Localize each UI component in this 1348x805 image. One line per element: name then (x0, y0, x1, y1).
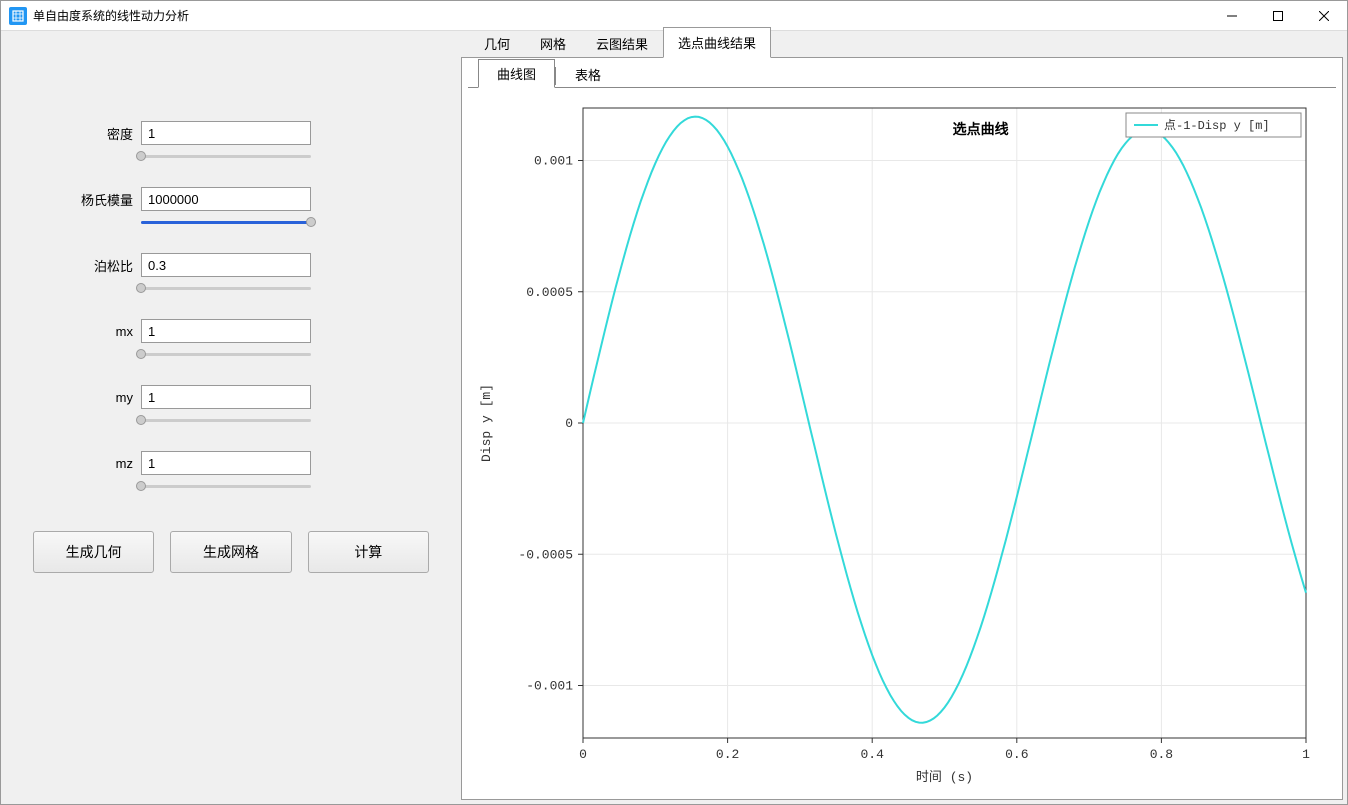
minimize-button[interactable] (1209, 1, 1255, 31)
minimize-icon (1227, 11, 1237, 21)
inner-tab[interactable]: 表格 (556, 60, 620, 88)
slider-thumb[interactable] (136, 283, 146, 293)
param-row: 杨氏模量 (31, 187, 431, 211)
param-label: 泊松比 (81, 256, 141, 275)
svg-text:点-1-Disp y [m]: 点-1-Disp y [m] (1164, 118, 1270, 133)
results-panel: 几何网格云图结果选点曲线结果 曲线图表格 0 0.2 0.4 0.6 0.8 1 -0.00… (461, 31, 1347, 804)
svg-text:0: 0 (565, 416, 573, 431)
maximize-button[interactable] (1255, 1, 1301, 31)
param-slider[interactable] (31, 347, 311, 361)
content-area: 密度杨氏模量泊松比mxmymz 生成几何 生成网格 计算 几何网格云图结果选点曲… (1, 31, 1347, 804)
param-input[interactable] (141, 253, 311, 277)
chart-area: 0 0.2 0.4 0.6 0.8 1 -0.001 -0.0005 0 0.0005 0.001 时… (468, 88, 1336, 793)
tab-content: 曲线图表格 0 0.2 0.4 0.6 0.8 1 -0.001 -0.0005 0 0.0005… (461, 57, 1343, 800)
close-icon (1319, 11, 1329, 21)
action-button-row: 生成几何 生成网格 计算 (31, 531, 431, 573)
outer-tab[interactable]: 网格 (525, 28, 581, 58)
param-label: 杨氏模量 (81, 190, 141, 209)
outer-tab-bar: 几何网格云图结果选点曲线结果 (461, 31, 1343, 57)
param-row: 密度 (31, 121, 431, 145)
param-row: my (31, 385, 431, 409)
svg-text:0.001: 0.001 (534, 154, 573, 169)
inner-tab[interactable]: 曲线图 (478, 59, 555, 88)
svg-text:0: 0 (579, 747, 587, 762)
svg-text:-0.001: -0.001 (526, 679, 573, 694)
param-row: 泊松比 (31, 253, 431, 277)
param-input[interactable] (141, 187, 311, 211)
maximize-icon (1273, 11, 1283, 21)
svg-text:0.2: 0.2 (716, 747, 739, 762)
chart-svg: 0 0.2 0.4 0.6 0.8 1 -0.001 -0.0005 0 0.0005 0.001 时… (468, 88, 1336, 793)
param-input[interactable] (141, 319, 311, 343)
param-slider[interactable] (31, 149, 311, 163)
outer-tab[interactable]: 云图结果 (581, 28, 663, 58)
svg-text:0.8: 0.8 (1150, 747, 1173, 762)
slider-thumb[interactable] (136, 151, 146, 161)
compute-button[interactable]: 计算 (308, 531, 429, 573)
svg-text:0.6: 0.6 (1005, 747, 1028, 762)
param-label: 密度 (81, 124, 141, 143)
slider-thumb[interactable] (136, 349, 146, 359)
generate-mesh-button[interactable]: 生成网格 (170, 531, 291, 573)
slider-thumb[interactable] (136, 481, 146, 491)
outer-tab[interactable]: 几何 (469, 28, 525, 58)
param-input[interactable] (141, 121, 311, 145)
inner-tab-bar: 曲线图表格 (468, 64, 1336, 88)
param-label: mx (81, 324, 141, 339)
param-slider[interactable] (31, 215, 311, 229)
app-window: 单自由度系统的线性动力分析 密度杨氏模量泊松比 mx my mz 生成几何 生成网格 … (0, 0, 1348, 805)
param-label: mz (81, 456, 141, 471)
svg-text:Disp y [m]: Disp y [m] (479, 384, 494, 462)
close-button[interactable] (1301, 1, 1347, 31)
svg-text:-0.0005: -0.0005 (518, 547, 573, 562)
outer-tab[interactable]: 选点曲线结果 (663, 27, 771, 58)
parameter-panel: 密度杨氏模量泊松比 mx my mz 生成几何 生成网格 计算 (1, 31, 461, 804)
param-input[interactable] (141, 451, 311, 475)
param-slider[interactable] (31, 413, 311, 427)
svg-text:0.4: 0.4 (860, 747, 884, 762)
param-label: my (81, 390, 141, 405)
slider-thumb[interactable] (136, 415, 146, 425)
param-slider[interactable] (31, 281, 311, 295)
svg-text:0.0005: 0.0005 (526, 285, 573, 300)
svg-text:时间 (s): 时间 (s) (916, 770, 973, 785)
svg-text:选点曲线: 选点曲线 (953, 121, 1009, 137)
slider-thumb[interactable] (306, 217, 316, 227)
param-row: mz (31, 451, 431, 475)
generate-geometry-button[interactable]: 生成几何 (33, 531, 154, 573)
window-title: 单自由度系统的线性动力分析 (33, 7, 189, 24)
app-icon (9, 7, 27, 25)
param-row: mx (31, 319, 431, 343)
param-input[interactable] (141, 385, 311, 409)
svg-text:1: 1 (1302, 747, 1310, 762)
param-slider[interactable] (31, 479, 311, 493)
